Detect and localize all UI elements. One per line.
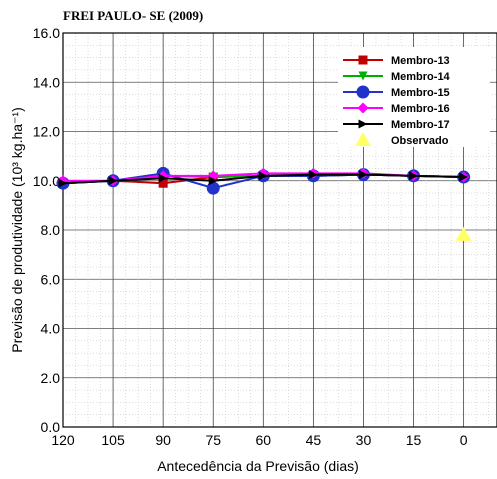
- legend-marker: [355, 132, 371, 146]
- series-observado: [455, 226, 472, 241]
- data-point: [158, 173, 168, 183]
- y-axis-ticks: 0.0 2.0 4.0 6.0 8.0 10.0 12.0 14.0 16.0: [33, 25, 60, 435]
- x-tick-label: 0: [460, 432, 468, 448]
- data-point: [308, 170, 318, 180]
- legend-marker: [358, 55, 368, 65]
- x-tick-label: 105: [101, 432, 125, 448]
- legend-label: Membro-14: [391, 71, 451, 83]
- x-axis-label: Antecedência da Previsão (dias): [157, 458, 359, 474]
- legend-marker: [356, 85, 370, 99]
- legend-marker: [357, 102, 369, 114]
- legend: Membro-13 Membro-14 Membro-15 Membro-16 Memb…: [338, 47, 490, 147]
- x-tick-label: 45: [306, 432, 322, 448]
- x-tick-label: 120: [51, 432, 75, 448]
- series-membro-17: [58, 170, 469, 188]
- data-point: [208, 176, 218, 186]
- data-point: [206, 181, 220, 195]
- legend-marker: [358, 119, 368, 129]
- y-tick-label: 4.0: [41, 321, 61, 337]
- y-tick-label: 10.0: [33, 173, 60, 189]
- y-tick-label: 6.0: [41, 271, 61, 287]
- data-point: [158, 178, 168, 188]
- legend-label: Membro-15: [391, 87, 450, 99]
- y-axis-label: Previsão de produtividade (10³ kg.ha⁻¹): [9, 107, 25, 353]
- legend-label: Observado: [391, 135, 449, 147]
- y-tick-label: 0.0: [41, 419, 61, 435]
- legend-label: Membro-17: [391, 119, 450, 131]
- legend-marker: [358, 71, 368, 81]
- legend-label: Membro-13: [391, 55, 450, 67]
- data-point: [258, 171, 268, 181]
- x-tick-label: 60: [256, 432, 272, 448]
- data-point: [58, 178, 68, 188]
- x-tick-label: 30: [356, 432, 372, 448]
- data-point: [108, 176, 118, 186]
- legend-label: Membro-16: [391, 103, 450, 115]
- x-tick-label: 75: [205, 432, 221, 448]
- data-point: [455, 226, 472, 241]
- y-tick-label: 8.0: [41, 222, 61, 238]
- data-point: [409, 171, 419, 181]
- x-tick-label: 15: [406, 432, 422, 448]
- data-point: [459, 172, 469, 182]
- plot-frame: [62, 32, 497, 428]
- data-point: [358, 170, 368, 180]
- chart-title: FREI PAULO- SE (2009): [63, 8, 203, 23]
- x-tick-label: 90: [155, 432, 171, 448]
- x-axis-ticks: 120 105 90 75 60 45 30 15 0: [51, 432, 467, 448]
- y-tick-label: 12.0: [33, 124, 60, 140]
- y-tick-label: 16.0: [33, 25, 60, 41]
- y-tick-label: 2.0: [41, 370, 61, 386]
- series-layer: [56, 166, 472, 241]
- y-tick-label: 14.0: [33, 74, 60, 90]
